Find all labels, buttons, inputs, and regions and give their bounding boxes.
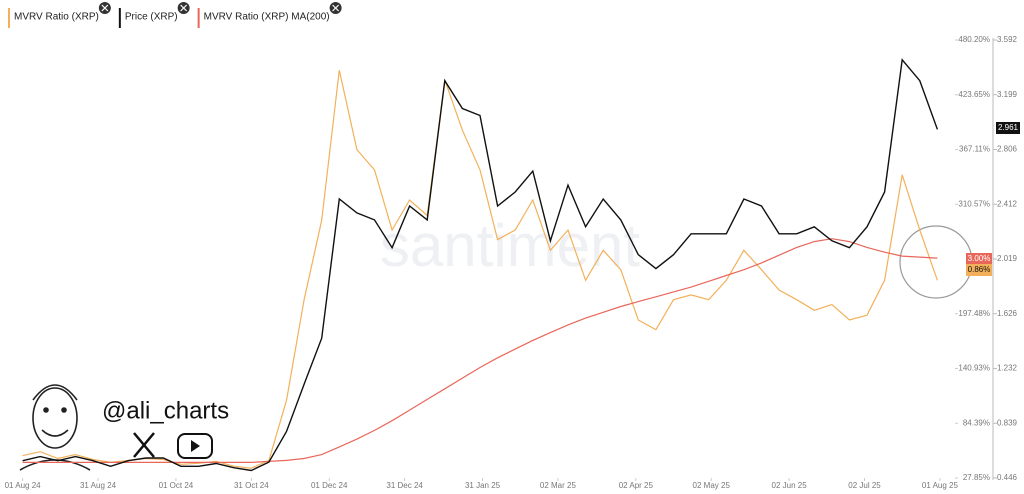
- highlight-circle: [899, 225, 973, 299]
- y2-tick-label: 0.446: [997, 473, 1018, 482]
- legend-item: MVRV Ratio (XRP): [8, 2, 111, 28]
- watermark: santiment: [380, 212, 640, 279]
- y-tick-label: 197.48%: [958, 309, 990, 318]
- y-tick-label: 310.57%: [958, 199, 990, 208]
- current-value-label: 0.86%: [968, 265, 991, 274]
- legend-item: Price (XRP): [118, 2, 190, 28]
- x-tick-label: 01 Dec 24: [311, 481, 348, 490]
- y2-tick-label: 3.592: [997, 35, 1018, 44]
- current-value-box: [996, 122, 1020, 134]
- x-tick-label: 31 Oct 24: [234, 481, 269, 490]
- x-tick-label: 31 Aug 24: [80, 481, 117, 490]
- y-tick-label: 423.65%: [958, 90, 990, 99]
- x-tick-label: 01 Oct 24: [159, 481, 194, 490]
- handle: @ali_charts: [102, 397, 229, 424]
- x-logo: [133, 432, 155, 458]
- x-tick-label: 31 Dec 24: [386, 481, 423, 490]
- y2-tick-label: 1.626: [997, 309, 1018, 318]
- legend-label: MVRV Ratio (XRP) MA(200): [204, 12, 330, 23]
- legend-label: Price (XRP): [125, 12, 178, 23]
- current-value-label: 3.00%: [968, 254, 991, 263]
- y-tick-label: 27.85%: [963, 473, 990, 482]
- y-tick-label: 480.20%: [958, 35, 990, 44]
- legend-close-x: [180, 4, 188, 12]
- y2-tick-label: 2.412: [997, 199, 1018, 208]
- avatar: [19, 384, 91, 471]
- y2-tick-label: 0.839: [997, 418, 1018, 427]
- x-tick-label: 31 Jan 25: [465, 481, 501, 490]
- y2-tick-label: 1.232: [997, 364, 1018, 373]
- y-tick-label: 367.11%: [959, 145, 990, 154]
- current-value-box: [966, 264, 992, 276]
- current-value-box: [966, 253, 992, 265]
- x-tick-label: 02 Jul 25: [848, 481, 881, 490]
- y-tick-label: 84.39%: [963, 418, 990, 427]
- current-value-label: 2.961: [998, 123, 1019, 132]
- legend-item: MVRV Ratio (XRP) MA(200): [197, 2, 342, 28]
- youtube-logo: [177, 433, 213, 459]
- series-line: [22, 58, 939, 472]
- x-tick-label: 02 May 25: [693, 481, 731, 490]
- y2-tick-label: 2.806: [997, 145, 1018, 154]
- legend-close-x: [101, 4, 109, 12]
- legend-label: MVRV Ratio (XRP): [14, 12, 99, 23]
- x-tick-label: 02 Mar 25: [540, 481, 577, 490]
- y-tick-label: 140.93%: [958, 364, 990, 373]
- x-tick-label: 01 Aug 24: [5, 481, 42, 490]
- series-line: [22, 238, 938, 463]
- x-tick-label: 01 Aug 25: [922, 481, 959, 490]
- y2-tick-label: 3.199: [997, 90, 1018, 99]
- y2-tick-label: 2.019: [997, 254, 1018, 263]
- x-tick-label: 02 Jun 25: [772, 481, 808, 490]
- x-tick-label: 02 Apr 25: [619, 481, 654, 490]
- legend-close-x: [332, 4, 340, 12]
